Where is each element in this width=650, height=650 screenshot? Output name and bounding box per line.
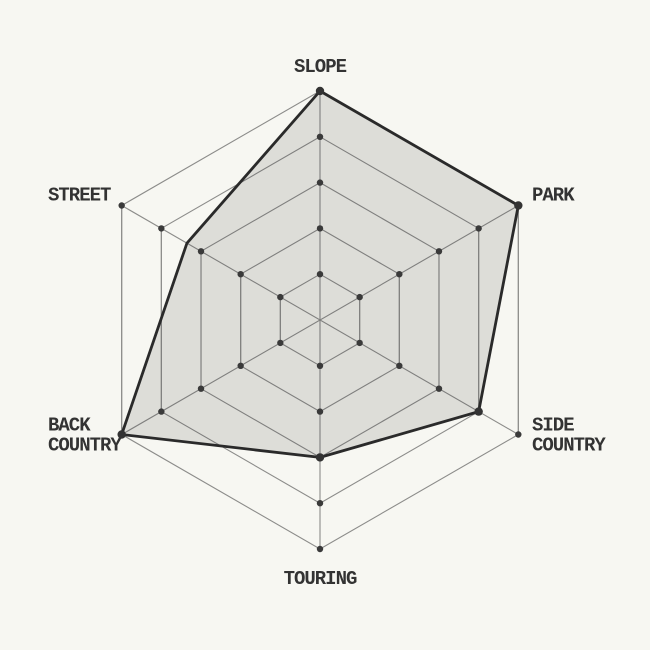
svg-text:SLOPE: SLOPE <box>294 56 347 78</box>
svg-text:PARK: PARK <box>532 185 575 207</box>
svg-text:STREET: STREET <box>48 185 111 207</box>
svg-text:TOURING: TOURING <box>284 568 357 590</box>
svg-text:BACK: BACK <box>48 415 91 437</box>
svg-text:COUNTRY: COUNTRY <box>532 435 606 457</box>
svg-text:COUNTRY: COUNTRY <box>48 435 122 457</box>
svg-text:SIDE: SIDE <box>532 415 574 437</box>
